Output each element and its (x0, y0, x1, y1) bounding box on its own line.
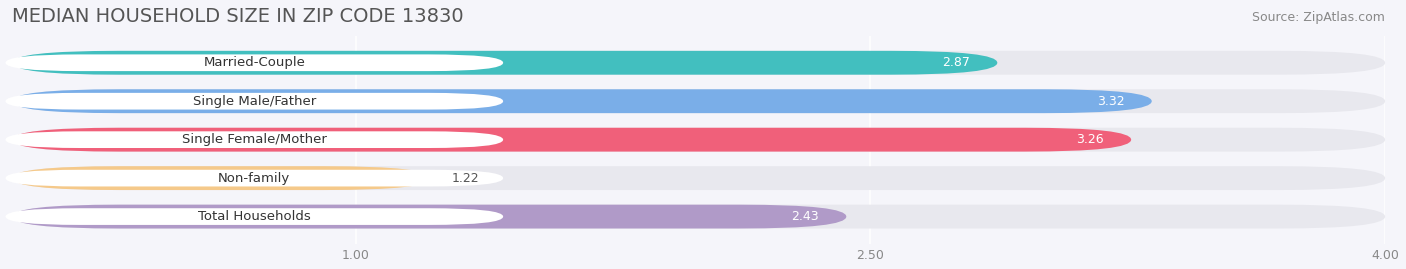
Text: 3.32: 3.32 (1097, 95, 1125, 108)
Text: MEDIAN HOUSEHOLD SIZE IN ZIP CODE 13830: MEDIAN HOUSEHOLD SIZE IN ZIP CODE 13830 (13, 7, 464, 26)
FancyBboxPatch shape (13, 205, 1385, 228)
Text: Non-family: Non-family (218, 172, 291, 185)
FancyBboxPatch shape (13, 89, 1152, 113)
FancyBboxPatch shape (6, 131, 503, 148)
Text: 1.22: 1.22 (451, 172, 479, 185)
Text: 3.26: 3.26 (1076, 133, 1104, 146)
FancyBboxPatch shape (13, 51, 997, 75)
FancyBboxPatch shape (6, 54, 503, 71)
FancyBboxPatch shape (13, 166, 1385, 190)
FancyBboxPatch shape (6, 170, 503, 186)
Text: Total Households: Total Households (198, 210, 311, 223)
Text: 2.43: 2.43 (792, 210, 818, 223)
Text: 2.87: 2.87 (942, 56, 970, 69)
FancyBboxPatch shape (13, 166, 432, 190)
FancyBboxPatch shape (13, 89, 1385, 113)
FancyBboxPatch shape (6, 93, 503, 109)
Text: Source: ZipAtlas.com: Source: ZipAtlas.com (1251, 11, 1385, 24)
FancyBboxPatch shape (6, 208, 503, 225)
Text: Single Male/Father: Single Male/Father (193, 95, 316, 108)
Text: Single Female/Mother: Single Female/Mother (181, 133, 326, 146)
FancyBboxPatch shape (13, 205, 846, 228)
Text: Married-Couple: Married-Couple (204, 56, 305, 69)
FancyBboxPatch shape (13, 128, 1385, 152)
FancyBboxPatch shape (13, 128, 1132, 152)
FancyBboxPatch shape (13, 51, 1385, 75)
